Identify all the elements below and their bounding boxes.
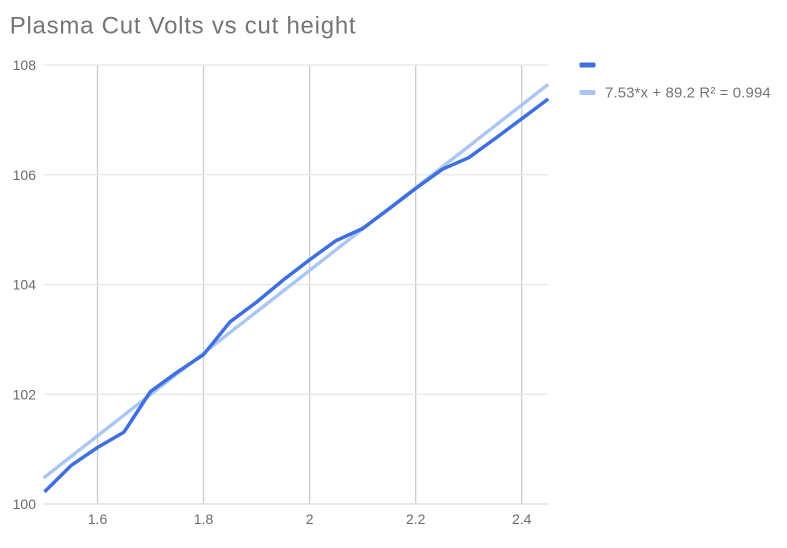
svg-text:Plasma Cut Volts vs cut height: Plasma Cut Volts vs cut height xyxy=(10,13,357,40)
svg-text:2.4: 2.4 xyxy=(512,511,532,527)
svg-text:1.8: 1.8 xyxy=(194,511,214,527)
svg-text:7.53*x + 89.2 R² = 0.994: 7.53*x + 89.2 R² = 0.994 xyxy=(605,85,771,102)
svg-text:100: 100 xyxy=(13,496,37,512)
svg-text:108: 108 xyxy=(13,57,37,73)
svg-text:106: 106 xyxy=(13,167,37,183)
svg-text:102: 102 xyxy=(13,386,37,402)
svg-text:1.6: 1.6 xyxy=(88,511,108,527)
svg-text:104: 104 xyxy=(13,277,37,293)
svg-text:2.2: 2.2 xyxy=(406,511,426,527)
svg-text:2: 2 xyxy=(306,511,314,527)
